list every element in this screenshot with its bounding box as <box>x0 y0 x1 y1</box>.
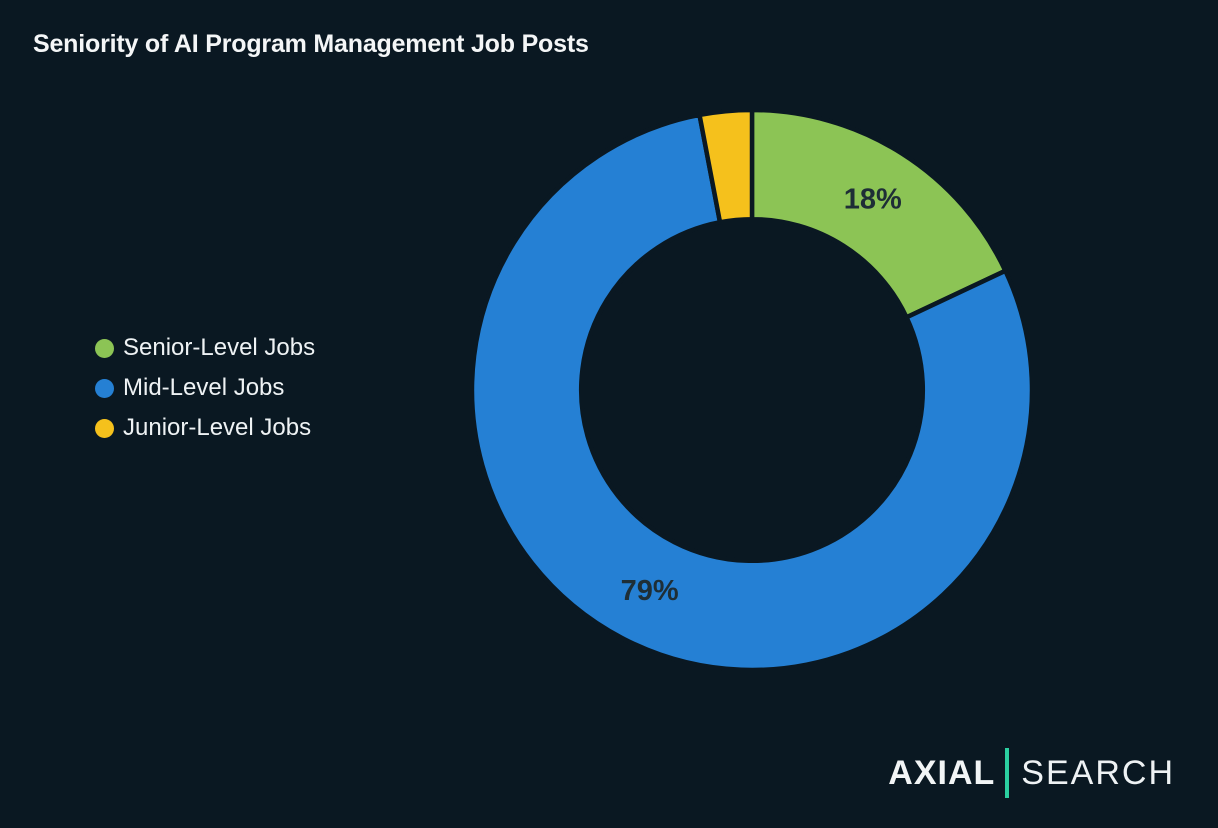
legend-label-senior: Senior-Level Jobs <box>123 334 316 361</box>
legend-item-senior: Senior-Level Jobs <box>95 328 315 368</box>
slice-label: 79% <box>621 575 679 607</box>
logo-suffix-text: SEARCH <box>1021 753 1175 792</box>
donut-slice-junior-level-jobs <box>696 107 755 225</box>
donut-slice-senior-level-jobs <box>749 107 1009 321</box>
brand-logo: AXIAL SEARCH <box>888 748 1175 798</box>
legend: Senior-Level Jobs Mid-Level Jobs Junior-… <box>95 328 315 448</box>
legend-swatch-mid-icon <box>95 378 114 398</box>
slice-label: 18% <box>844 184 902 216</box>
donut-chart: 18% 79% <box>469 107 1035 673</box>
legend-label-junior: Junior-Level Jobs <box>123 414 312 441</box>
legend-swatch-senior-icon <box>95 338 114 358</box>
legend-item-mid: Mid-Level Jobs <box>95 368 315 408</box>
chart-title: Seniority of AI Program Management Job P… <box>33 30 589 58</box>
logo-brand-text: AXIAL <box>888 753 996 792</box>
legend-label-mid: Mid-Level Jobs <box>123 374 285 401</box>
legend-swatch-junior-icon <box>95 418 114 438</box>
donut-slice-mid-level-jobs <box>469 112 1035 673</box>
logo-divider <box>1005 748 1010 798</box>
legend-item-junior: Junior-Level Jobs <box>95 408 315 448</box>
